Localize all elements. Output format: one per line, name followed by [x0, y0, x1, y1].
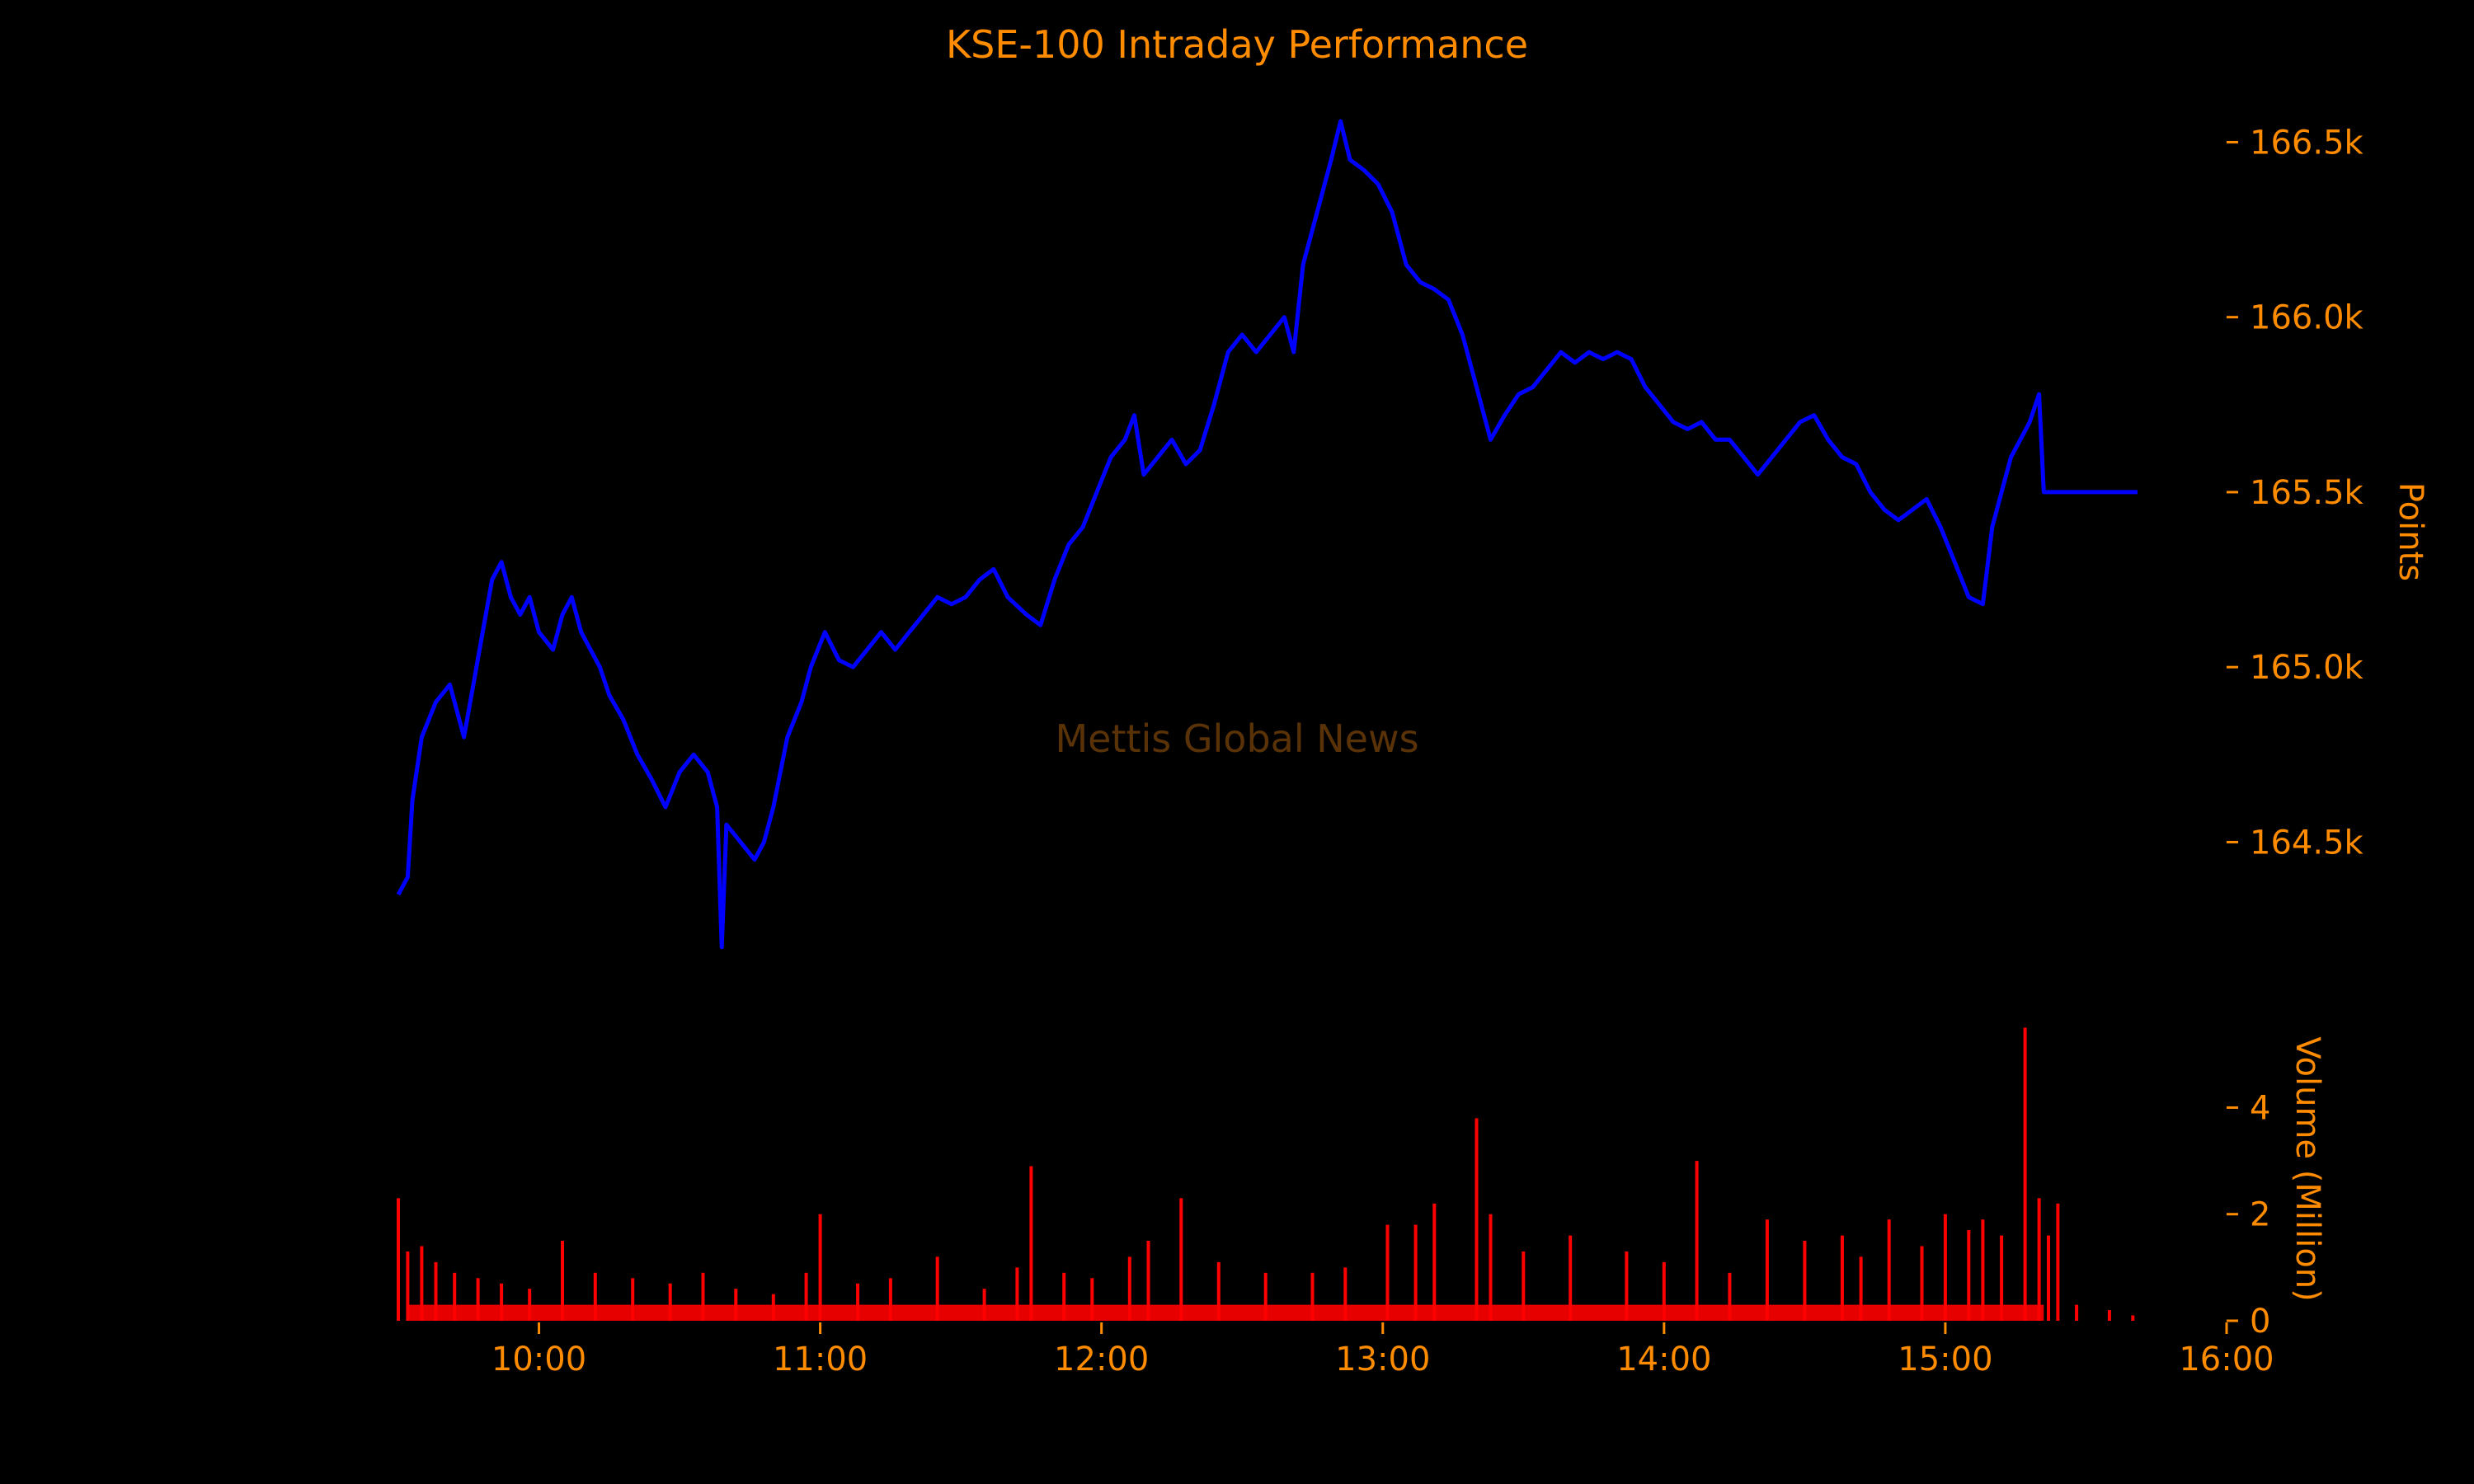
volume-bar [1569, 1235, 1573, 1321]
volume-bar [1840, 1235, 1844, 1321]
volume-tick-label: 4 [2250, 1089, 2270, 1127]
volume-tick-label: 2 [2250, 1196, 2270, 1234]
volume-bar [1127, 1256, 1131, 1321]
volume-bar [1310, 1272, 1315, 1321]
volume-bar [1522, 1252, 1526, 1321]
volume-bar [1981, 1219, 1985, 1321]
price-tick-label: 164.5k [2250, 824, 2364, 862]
volume-bar [2107, 1310, 2111, 1321]
volume-bar [818, 1214, 822, 1321]
volume-bar [1489, 1214, 1493, 1321]
volume-bars [397, 1027, 2135, 1322]
volume-bar [1216, 1261, 1221, 1321]
volume-bar [406, 1252, 410, 1321]
x-tick-label: 13:00 [1335, 1341, 1430, 1378]
volume-bar [2023, 1027, 2027, 1321]
volume-bar [1859, 1256, 1863, 1321]
volume-bar [2047, 1235, 2050, 1321]
volume-bar [1695, 1161, 1699, 1321]
volume-bar [1920, 1246, 1924, 1321]
volume-bar [1662, 1261, 1666, 1321]
volume-bar [1765, 1219, 1769, 1321]
time-x-axis: 10:00 11:00 12:00 13:00 14:00 15:00 16:00 [492, 1322, 2274, 1378]
volume-bar [668, 1283, 672, 1322]
price-y-axis: 164.5k 165.0k 165.5k 166.0k 166.5k [2227, 124, 2364, 862]
x-tick-label: 16:00 [2179, 1341, 2274, 1378]
volume-bar [1062, 1272, 1066, 1321]
volume-bar [2037, 1198, 2041, 1321]
x-tick-label: 10:00 [492, 1341, 586, 1378]
watermark: Mettis Global News [1055, 716, 1418, 761]
volume-bar [1090, 1278, 1094, 1321]
volume-bar [453, 1272, 457, 1321]
volume-bar [888, 1278, 892, 1321]
volume-bar [593, 1272, 597, 1321]
volume-bar [1029, 1166, 1033, 1321]
volume-bar [1967, 1230, 1971, 1321]
volume-y-axis: 0 2 4 [2227, 1089, 2270, 1341]
volume-bar [500, 1283, 504, 1322]
price-tick-label: 166.5k [2250, 124, 2364, 162]
volume-bar [2000, 1235, 2004, 1321]
price-series [396, 119, 2138, 950]
price-tick-label: 166.0k [2250, 299, 2364, 337]
x-tick-label: 15:00 [1898, 1341, 1992, 1378]
price-tick-label: 165.0k [2250, 649, 2364, 687]
x-tick-label: 11:00 [773, 1341, 868, 1378]
volume-bar [476, 1278, 480, 1321]
volume-bar [1413, 1224, 1418, 1321]
volume-bar [1625, 1252, 1629, 1321]
x-tick-label: 14:00 [1616, 1341, 1711, 1378]
volume-axis-label: Volume (Million) [2288, 1036, 2326, 1301]
volume-base-band [407, 1304, 2044, 1321]
volume-bar [2075, 1304, 2079, 1321]
volume-bar [701, 1272, 705, 1321]
volume-bar [1803, 1241, 1807, 1321]
volume-bar [1015, 1267, 1019, 1321]
chart-title: KSE-100 Intraday Performance [946, 22, 1528, 67]
volume-bar [434, 1261, 438, 1321]
price-tick-label: 165.5k [2250, 474, 2364, 512]
volume-bar [561, 1241, 564, 1321]
price-line [396, 119, 2138, 950]
volume-bar [397, 1198, 400, 1321]
volume-bar [1179, 1198, 1183, 1321]
volume-bar [804, 1272, 808, 1321]
volume-bar [1432, 1203, 1437, 1321]
x-tick-label: 12:00 [1054, 1341, 1149, 1378]
volume-bar [1146, 1241, 1150, 1321]
volume-bar [1475, 1118, 1479, 1321]
volume-bar [2131, 1315, 2135, 1321]
volume-bar [856, 1283, 860, 1322]
volume-bar [1728, 1272, 1732, 1321]
volume-bar [1943, 1214, 1947, 1321]
volume-tick-label: 0 [2250, 1303, 2270, 1341]
volume-bar [420, 1246, 424, 1321]
volume-bar [935, 1256, 939, 1321]
volume-bar [1343, 1267, 1348, 1321]
volume-bar [1887, 1219, 1891, 1321]
price-axis-label: Points [2392, 482, 2429, 581]
volume-bar [631, 1278, 635, 1321]
volume-bar [2056, 1203, 2060, 1321]
volume-bar [1385, 1224, 1390, 1321]
volume-bar [1263, 1272, 1268, 1321]
